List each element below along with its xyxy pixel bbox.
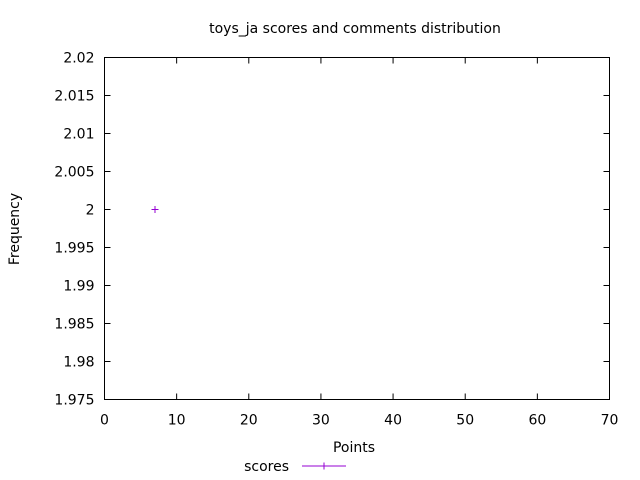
y-tick-label: 1.975 xyxy=(54,393,94,409)
x-tick-label: 30 xyxy=(312,413,330,429)
y-tick-label: 2.02 xyxy=(63,51,94,67)
y-tick-label: 1.995 xyxy=(54,241,94,257)
x-tick-label: 40 xyxy=(384,413,402,429)
y-tick-label: 2.005 xyxy=(54,165,94,181)
chart-title: toys_ja scores and comments distribution xyxy=(209,21,501,37)
legend-marker-plus xyxy=(320,462,328,470)
y-tick-label: 2.015 xyxy=(54,89,94,105)
plot-frame xyxy=(104,57,610,400)
x-axis: 0 10 20 30 40 50 60 70 xyxy=(100,57,619,429)
x-tick-label: 70 xyxy=(601,413,619,429)
x-tick-label: 60 xyxy=(528,413,546,429)
x-tick-label: 50 xyxy=(456,413,474,429)
y-tick-label: 1.985 xyxy=(54,317,94,333)
series-layer xyxy=(151,206,159,213)
x-tick-label: 10 xyxy=(168,413,186,429)
legend: scores xyxy=(244,459,346,475)
legend-label-scores: scores xyxy=(244,459,289,475)
x-tick-label: 20 xyxy=(240,413,258,429)
y-tick-label: 1.98 xyxy=(63,355,94,371)
y-tick-label: 2 xyxy=(86,203,95,219)
x-tick-label: 0 xyxy=(100,413,109,429)
y-axis: 1.975 1.98 1.985 1.99 1.995 2 2.005 2.01 2.015 2.… xyxy=(54,51,610,409)
y-tick-label: 1.99 xyxy=(63,279,94,295)
y-tick-label: 2.01 xyxy=(63,127,94,143)
legend-marker-scores xyxy=(320,462,328,470)
x-axis-label: Points xyxy=(333,440,375,456)
data-point xyxy=(151,206,159,213)
y-axis-label: Frequency xyxy=(7,193,23,265)
